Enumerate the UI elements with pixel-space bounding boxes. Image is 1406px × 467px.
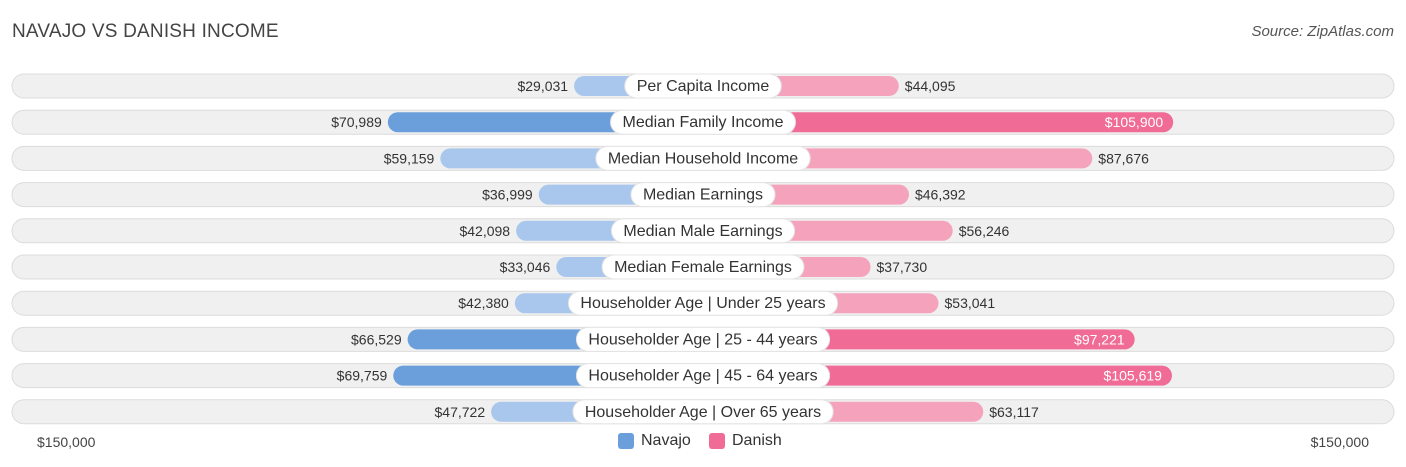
- legend-label-danish: Danish: [732, 432, 782, 449]
- chart-title: NAVAJO VS DANISH INCOME: [12, 21, 279, 42]
- value-label-navajo: $33,046: [500, 259, 551, 275]
- value-label-navajo: $42,380: [458, 295, 509, 311]
- category-label: Householder Age | Over 65 years: [585, 404, 821, 421]
- legend-label-navajo: Navajo: [641, 432, 691, 449]
- category-label: Householder Age | Under 25 years: [580, 295, 825, 312]
- axis-right-label: $150,000: [1310, 434, 1369, 450]
- legend: Navajo Danish: [0, 432, 1406, 452]
- category-label-pill: [575, 326, 831, 352]
- category-label-pill: [595, 145, 811, 171]
- value-label-navajo: $29,031: [517, 78, 568, 94]
- value-label-navajo: $47,722: [435, 404, 486, 420]
- category-label: Median Female Earnings: [614, 259, 792, 276]
- category-label-pill: [567, 290, 839, 316]
- category-label: Median Family Income: [623, 114, 784, 131]
- value-label-navajo: $70,989: [331, 114, 382, 130]
- value-label-danish: $63,117: [989, 404, 1039, 420]
- chart-area: $29,031 $44,095 Per Capita Income $70,989 $1…: [11, 73, 1395, 425]
- category-label: Householder Age | 25 - 44 years: [588, 331, 817, 348]
- category-label: Per Capita Income: [637, 78, 770, 95]
- legend-swatch-danish: [709, 433, 725, 449]
- value-label-navajo: $36,999: [482, 187, 533, 203]
- value-label-navajo: $66,529: [351, 331, 402, 347]
- category-label-pill: [624, 73, 782, 99]
- value-label-navajo: $69,759: [337, 368, 388, 384]
- category-label: Median Earnings: [643, 187, 763, 204]
- category-label-pill: [610, 218, 796, 244]
- value-label-danish: $87,676: [1098, 150, 1149, 166]
- category-label: Median Household Income: [608, 150, 798, 167]
- axis-left-label: $150,000: [37, 434, 96, 450]
- legend-item-navajo[interactable]: Navajo: [618, 432, 691, 450]
- category-label-pill: [610, 109, 796, 135]
- category-label-pill: [575, 363, 831, 389]
- category-label: Median Male Earnings: [623, 223, 782, 240]
- value-label-danish: $105,900: [1105, 114, 1164, 130]
- value-label-danish: $44,095: [905, 78, 956, 94]
- category-label-pill: [601, 254, 805, 280]
- value-label-danish: $97,221: [1074, 331, 1125, 347]
- category-label: Householder Age | 45 - 64 years: [588, 368, 817, 385]
- legend-swatch-navajo: [618, 433, 634, 449]
- category-label-pill: [630, 182, 776, 208]
- value-label-danish: $56,246: [959, 223, 1010, 239]
- value-label-navajo: $42,098: [459, 223, 510, 239]
- value-label-danish: $105,619: [1104, 368, 1163, 384]
- source-label: Source: ZipAtlas.com: [1251, 23, 1394, 40]
- value-label-navajo: $59,159: [384, 150, 435, 166]
- legend-item-danish[interactable]: Danish: [709, 432, 782, 450]
- value-label-danish: $37,730: [877, 259, 928, 275]
- bar-danish: [703, 112, 1174, 133]
- value-label-danish: $53,041: [945, 295, 996, 311]
- value-label-danish: $46,392: [915, 187, 966, 203]
- category-label-pill: [572, 399, 834, 425]
